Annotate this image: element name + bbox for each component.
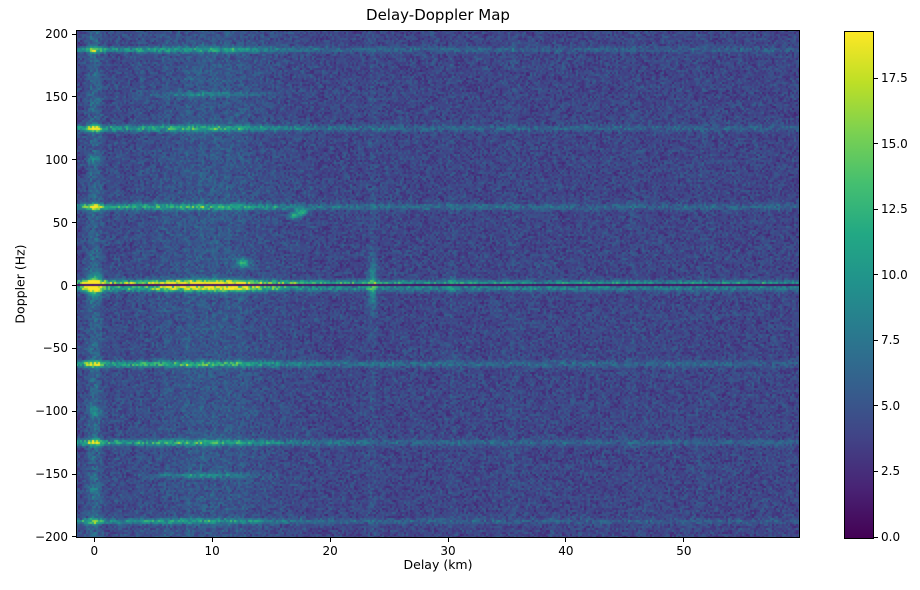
colorbar	[844, 31, 874, 539]
colorbar-tick-mark	[874, 405, 878, 407]
x-tick-label: 0	[90, 544, 99, 558]
colorbar-tick-label: 15.0	[881, 136, 908, 151]
colorbar-tick-label: 2.5	[881, 464, 901, 479]
y-tick-mark	[72, 536, 76, 538]
x-tick-label: 50	[676, 544, 692, 558]
x-axis-label: Delay (km)	[403, 557, 473, 572]
colorbar-tick-label: 7.5	[881, 333, 901, 348]
colorbar-tick-mark	[874, 208, 878, 210]
colorbar-tick-label: 5.0	[881, 398, 901, 413]
y-tick-mark	[72, 473, 76, 475]
x-tick-mark	[683, 538, 685, 542]
colorbar-tick-label: 0.0	[881, 530, 901, 544]
x-tick-label: 10	[204, 544, 220, 558]
y-tick-label: −100	[35, 404, 68, 419]
x-tick-mark	[565, 538, 567, 542]
y-tick-label: 50	[52, 215, 68, 230]
colorbar-tick-mark	[874, 536, 878, 538]
colorbar-tick-mark	[874, 77, 878, 79]
x-tick-mark	[447, 538, 449, 542]
x-tick-label: 40	[558, 544, 574, 558]
y-tick-label: 150	[45, 89, 68, 104]
y-tick-label: 100	[45, 152, 68, 167]
y-tick-mark	[72, 347, 76, 349]
colorbar-tick-label: 10.0	[881, 267, 908, 282]
colorbar-tick-mark	[874, 274, 878, 276]
x-tick-mark	[93, 538, 95, 542]
x-tick-mark	[329, 538, 331, 542]
y-tick-label: 0	[60, 278, 68, 293]
y-tick-label: −50	[42, 341, 68, 356]
x-tick-label: 20	[322, 544, 338, 558]
y-tick-label: −150	[35, 467, 68, 482]
heatmap-canvas	[76, 30, 800, 538]
y-tick-mark	[72, 96, 76, 98]
y-tick-label: 200	[45, 27, 68, 42]
y-tick-mark	[72, 285, 76, 286]
x-tick-mark	[211, 538, 213, 542]
y-tick-label: −200	[35, 529, 68, 544]
colorbar-tick-mark	[874, 143, 878, 145]
y-tick-mark	[72, 222, 76, 224]
y-tick-mark	[72, 410, 76, 412]
colorbar-tick-label: 17.5	[881, 71, 908, 86]
y-tick-mark	[72, 159, 76, 161]
colorbar-tick-label: 12.5	[881, 202, 908, 217]
chart-title: Delay-Doppler Map	[366, 6, 510, 24]
y-tick-mark	[72, 33, 76, 35]
x-tick-label: 30	[440, 544, 456, 558]
colorbar-tick-mark	[874, 339, 878, 341]
colorbar-tick-mark	[874, 470, 878, 472]
